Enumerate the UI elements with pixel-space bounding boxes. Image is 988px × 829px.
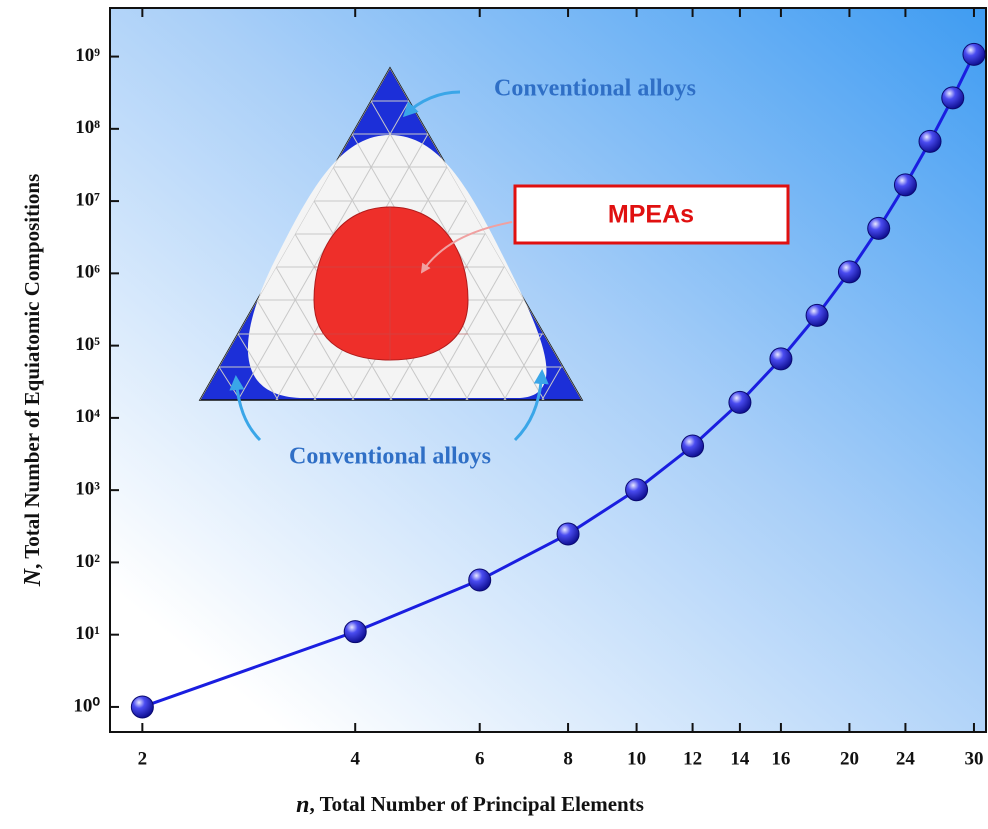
- marker: [469, 569, 491, 591]
- y-tick-label: 10⁵: [75, 334, 100, 355]
- marker: [729, 391, 751, 413]
- y-tick-label: 10⁹: [75, 45, 100, 66]
- x-tick-label: 30: [964, 748, 983, 769]
- chart: Conventional alloys Conventional alloys …: [0, 0, 988, 829]
- marker: [838, 261, 860, 283]
- y-tick-label: 10²: [75, 551, 100, 572]
- x-tick-label: 2: [138, 748, 148, 769]
- x-tick-label: 16: [771, 748, 790, 769]
- y-tick-label: 10⁸: [75, 117, 100, 138]
- marker: [963, 43, 985, 65]
- annotation: Conventional alloys: [494, 76, 696, 102]
- x-tick-label: 20: [840, 748, 859, 769]
- page: {"chart_data": {"type": "line", "xlabel_…: [0, 0, 988, 829]
- x-tick-label: 24: [896, 748, 916, 769]
- x-tick-label: 8: [563, 748, 573, 769]
- marker: [894, 174, 916, 196]
- x-axis-label: n, Total Number of Principal Elements: [296, 792, 644, 818]
- marker: [682, 435, 704, 457]
- marker: [770, 348, 792, 370]
- annotation: MPEAs: [608, 201, 694, 229]
- y-tick-label: 10¹: [75, 623, 100, 644]
- x-tick-label: 4: [350, 748, 360, 769]
- x-tick-label: 6: [475, 748, 485, 769]
- y-tick-label: 10⁶: [75, 262, 100, 283]
- annotation: Conventional alloys: [289, 444, 491, 470]
- x-axis-text: , Total Number of Principal Elements: [309, 792, 643, 816]
- marker: [806, 304, 828, 326]
- marker: [919, 130, 941, 152]
- y-tick-label: 10⁴: [75, 406, 100, 427]
- x-axis-symbol: n: [296, 792, 309, 818]
- y-axis-symbol: N: [20, 567, 46, 587]
- x-tick-label: 10: [627, 748, 646, 769]
- x-tick-label: 12: [683, 748, 702, 769]
- y-tick-label: 10³: [75, 479, 100, 500]
- marker: [942, 87, 964, 109]
- y-axis-text: , Total Number of Equiatomic Composition…: [20, 174, 44, 569]
- marker: [131, 696, 153, 718]
- marker: [344, 621, 366, 643]
- y-tick-label: 10⁷: [75, 189, 100, 210]
- y-axis-label: N, Total Number of Equiatomic Compositio…: [20, 174, 46, 588]
- x-tick-label: 14: [730, 748, 750, 769]
- marker: [868, 217, 890, 239]
- marker: [626, 479, 648, 501]
- marker: [557, 523, 579, 545]
- y-tick-label: 10⁰: [73, 695, 100, 716]
